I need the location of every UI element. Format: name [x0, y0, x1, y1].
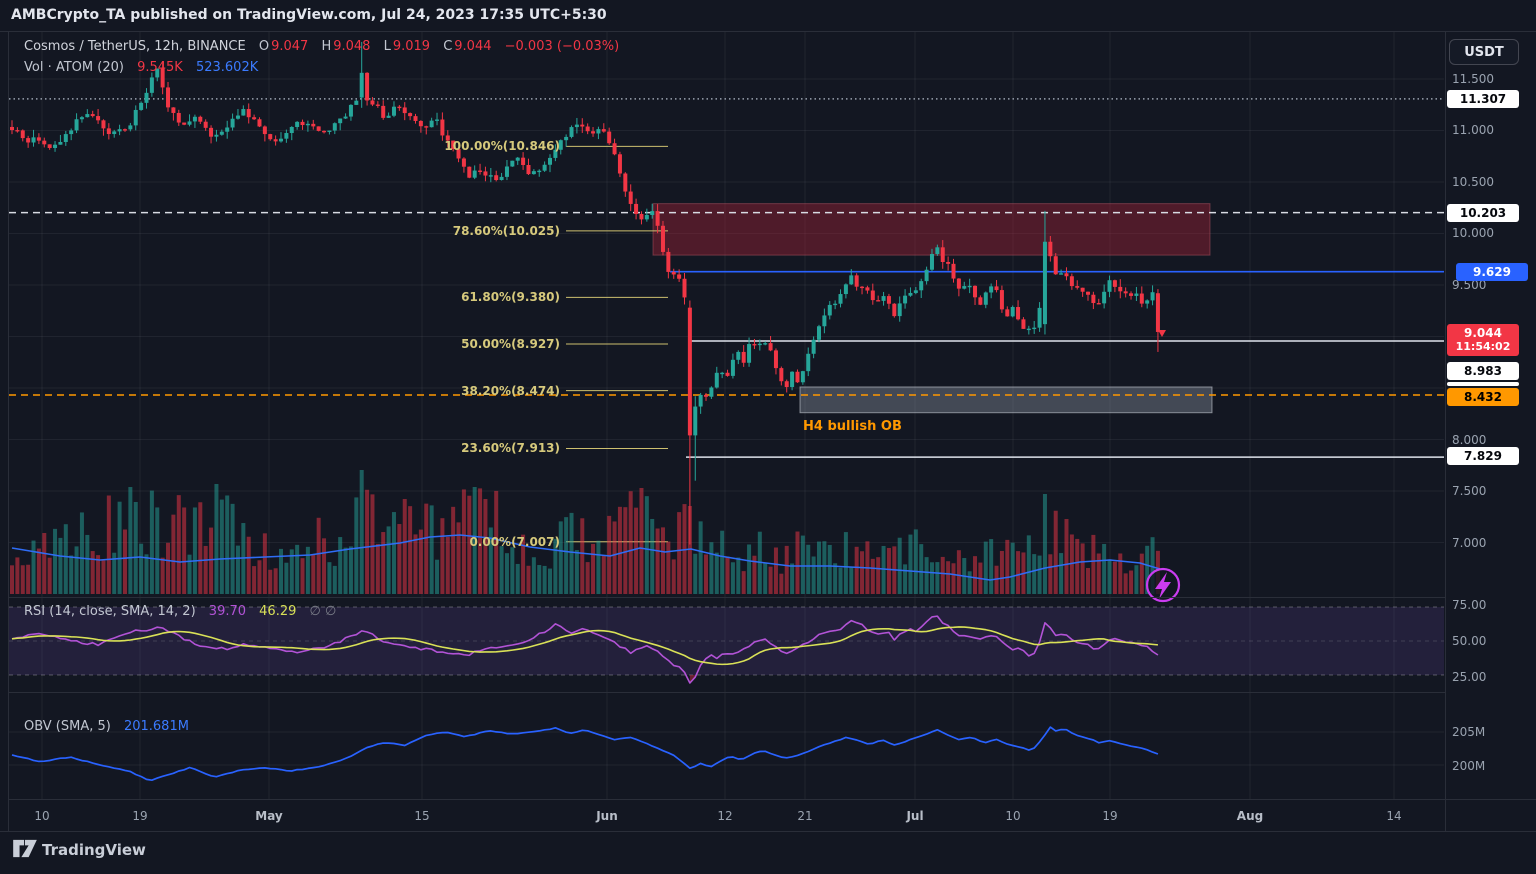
time-tick-label: May	[255, 809, 283, 823]
symbol-legend: Cosmos / TetherUS, 12h, BINANCE O 9.047 H…	[24, 39, 619, 76]
supply-zone-box[interactable]	[652, 203, 1211, 256]
time-tick-label: Aug	[1236, 809, 1264, 823]
fib-level-label: 0.00%(7.007)	[469, 534, 560, 549]
published-bar: AMBCrypto_TA published on TradingView.co…	[11, 7, 607, 23]
low-label: L	[383, 39, 391, 54]
time-tick-label: Jul	[906, 809, 924, 823]
axis-tick-label: 7.500	[1452, 484, 1487, 498]
open-label: O	[258, 39, 270, 54]
axis-tick-label: 7.000	[1452, 536, 1487, 550]
boost-lightning-button[interactable]	[1145, 567, 1181, 603]
fib-level-label: 50.00%(8.927)	[461, 337, 560, 352]
close-label: C	[443, 39, 453, 54]
price-badge-11307: 11.307	[1447, 90, 1519, 108]
time-tick-label: 19	[132, 809, 148, 823]
tradingview-logo-icon[interactable]	[13, 839, 37, 859]
fib-level-label: 100.00%(10.846)	[444, 139, 560, 154]
obv-indicator-label[interactable]: OBV (SMA, 5)	[24, 719, 111, 734]
currency-toggle-button[interactable]: USDT	[1449, 39, 1519, 65]
bullish-ob-box[interactable]	[799, 386, 1213, 414]
time-tick-label: 21	[797, 809, 813, 823]
axis-tick-label: 205M	[1452, 725, 1486, 739]
footer-bar: TradingView	[0, 832, 1536, 874]
time-tick-label: Jun	[596, 809, 618, 823]
published-text: AMBCrypto_TA published on TradingView.co…	[11, 7, 607, 23]
axis-tick-label: 10.500	[1452, 175, 1494, 189]
price-badge-10203: 10.203	[1447, 204, 1519, 222]
fib-level-label: 23.60%(7.913)	[461, 441, 560, 456]
volume-value: 9.545K	[137, 60, 183, 75]
rsi-extra-values: ∅ ∅	[309, 604, 337, 619]
rsi-sma-value: 46.29	[259, 604, 297, 619]
rsi-value: 39.70	[208, 604, 247, 619]
price-badge-hidden-sliver	[1447, 382, 1519, 386]
fib-level-label: 78.60%(10.025)	[452, 223, 560, 238]
low-value: 9.019	[392, 39, 431, 54]
obv-line	[11, 726, 1159, 782]
rsi-indicator-label[interactable]: RSI (14, close, SMA, 14, 2)	[24, 604, 196, 619]
rsi-line	[11, 615, 1159, 684]
price-badge-8432: 8.432	[1447, 388, 1519, 406]
change-value: −0.003 (−0.03%)	[504, 39, 620, 54]
axis-tick-label: 25.00	[1452, 670, 1487, 684]
time-tick-label: 15	[414, 809, 430, 823]
axis-tick-label: 11.000	[1452, 123, 1494, 137]
ohlc-row: Cosmos / TetherUS, 12h, BINANCE O 9.047 H…	[24, 39, 619, 55]
last-price-badge: 9.044 11:54:02	[1447, 324, 1519, 356]
rsi-header: RSI (14, close, SMA, 14, 2) 39.70 46.29 …	[24, 604, 336, 619]
axis-tick-label: 11.500	[1452, 72, 1494, 86]
volume-indicator-label[interactable]: Vol · ATOM (20)	[24, 60, 124, 75]
high-value: 9.048	[333, 39, 371, 54]
time-tick-label: 14	[1386, 809, 1402, 823]
volume-ma-value: 523.602K	[195, 60, 259, 75]
volume-ma-line	[11, 534, 1161, 581]
high-label: H	[321, 39, 332, 54]
candles	[10, 41, 1160, 545]
brand-name[interactable]: TradingView	[42, 841, 146, 859]
volume-row: Vol · ATOM (20) 9.545K 523.602K	[24, 60, 619, 76]
price-badge-7829: 7.829	[1447, 447, 1519, 465]
axis-tick-label: 50.00	[1452, 634, 1487, 648]
last-price-marker	[1158, 330, 1166, 337]
fib-level-label: 38.20%(8.474)	[461, 383, 560, 398]
price-badge-8983: 8.983	[1447, 362, 1519, 380]
rsi-sma-line	[11, 626, 1159, 666]
time-tick-label: 19	[1102, 809, 1118, 823]
axis-tick-label: 75.00	[1452, 598, 1487, 612]
time-tick-label: 10	[34, 809, 50, 823]
axis-tick-label: 9.500	[1452, 278, 1487, 292]
volume-bars	[10, 470, 1160, 594]
symbol-title[interactable]: Cosmos / TetherUS, 12h, BINANCE	[24, 39, 246, 54]
axis-tick-label: 200M	[1452, 759, 1486, 773]
obv-value: 201.681M	[123, 719, 189, 734]
axis-tick-label: 8.000	[1452, 433, 1487, 447]
ob-annotation-label: H4 bullish OB	[803, 419, 902, 434]
price-badge-9629: 9.629	[1456, 263, 1528, 281]
fib-level-label: 61.80%(9.380)	[461, 290, 560, 305]
close-value: 9.044	[454, 39, 492, 54]
obv-header: OBV (SMA, 5) 201.681M	[24, 719, 189, 734]
time-tick-label: 10	[1005, 809, 1021, 823]
axis-tick-label: 10.000	[1452, 226, 1494, 240]
time-tick-label: 12	[717, 809, 733, 823]
open-value: 9.047	[271, 39, 309, 54]
